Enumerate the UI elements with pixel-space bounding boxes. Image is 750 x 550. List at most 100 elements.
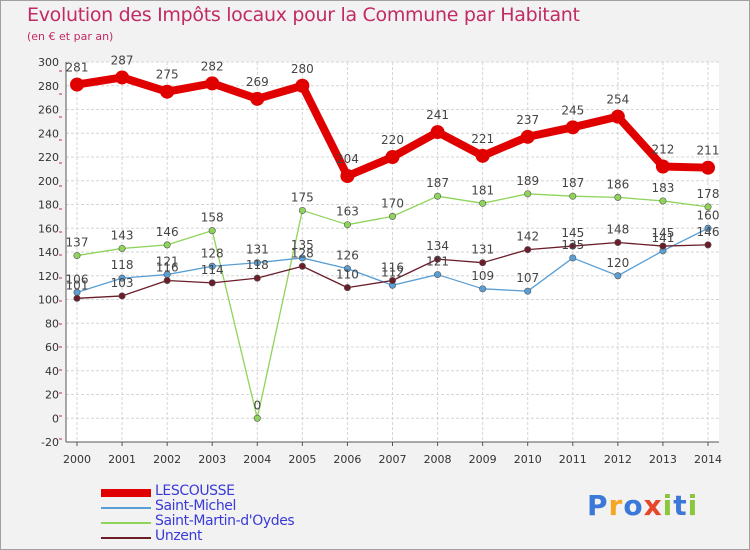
data-point [208, 279, 216, 287]
data-point [655, 159, 670, 174]
x-tick-label: 2004 [243, 453, 271, 466]
data-point [430, 125, 445, 140]
data-label: 280 [291, 62, 314, 76]
proxiti-logo: Proxiti [587, 489, 698, 522]
data-point [70, 77, 84, 92]
data-label: 116 [381, 261, 404, 275]
data-point [524, 190, 532, 198]
data-label: 148 [606, 223, 629, 237]
y-tick-label: 260 [38, 104, 59, 117]
x-tick-label: 2014 [694, 453, 722, 466]
data-point [479, 285, 487, 293]
data-label: 141 [651, 231, 674, 245]
x-tick-label: 2012 [604, 453, 632, 466]
data-label: 142 [516, 230, 539, 244]
data-point [298, 262, 306, 270]
data-point [614, 193, 622, 201]
data-label: 120 [606, 256, 629, 270]
data-point [298, 206, 306, 214]
data-label: 146 [697, 225, 720, 239]
data-point [569, 254, 577, 262]
data-point [569, 242, 577, 250]
data-label: 103 [111, 276, 134, 290]
data-point [208, 227, 216, 235]
chart-title: Evolution des Impôts locaux pour la Comm… [27, 4, 580, 26]
legend-label: Saint-Martin-d'Oydes [155, 513, 295, 529]
data-point [73, 294, 81, 302]
legend-swatch-saint-martin [101, 522, 151, 524]
data-label: 146 [156, 225, 179, 239]
legend-swatch-saint-michel [101, 507, 151, 509]
data-point [565, 120, 580, 135]
data-point [614, 272, 622, 280]
data-point [343, 265, 351, 273]
x-tick-label: 2011 [559, 453, 587, 466]
data-label: 275 [156, 68, 179, 82]
data-point [118, 292, 126, 300]
y-tick-label: 300 [38, 56, 59, 69]
data-label: 145 [651, 226, 674, 240]
y-tick-label: 60 [45, 341, 59, 354]
data-label: 204 [336, 152, 359, 166]
data-label: 189 [516, 174, 539, 188]
data-point [434, 271, 442, 279]
data-point [160, 84, 175, 99]
logo-letter: i [687, 489, 699, 522]
y-tick-label: 160 [38, 222, 59, 235]
data-point [343, 284, 351, 292]
data-label: 186 [606, 177, 629, 191]
data-label: 163 [336, 205, 359, 219]
data-point [253, 414, 261, 422]
chart-subtitle: (en € et par an) [27, 30, 114, 43]
data-point [208, 262, 216, 270]
x-tick-label: 2003 [198, 453, 226, 466]
x-tick-label: 2009 [469, 453, 497, 466]
logo-letter: P [587, 489, 609, 522]
data-label: 187 [426, 176, 449, 190]
data-label: 181 [471, 183, 494, 197]
legend-swatch-unzent [101, 537, 151, 539]
data-point [340, 169, 355, 183]
logo-letter: o [623, 489, 644, 522]
data-label: 187 [561, 176, 584, 190]
data-label: 178 [697, 187, 720, 201]
data-point [434, 192, 442, 200]
data-point [610, 109, 625, 124]
data-label: 128 [201, 246, 224, 260]
data-label: 245 [561, 103, 584, 117]
data-point [295, 78, 310, 93]
data-point [118, 274, 126, 282]
data-label: 158 [201, 211, 224, 225]
data-point [115, 70, 130, 85]
x-tick-label: 2000 [63, 453, 91, 466]
data-label: 287 [111, 53, 134, 67]
data-point [163, 241, 171, 249]
data-label: 282 [201, 59, 224, 73]
x-tick-label: 2007 [379, 453, 407, 466]
x-tick-label: 2008 [424, 453, 452, 466]
legend-label: Saint-Michel [155, 498, 237, 514]
data-label: 106 [66, 272, 89, 286]
data-label: 143 [111, 228, 134, 242]
data-point [434, 255, 442, 263]
data-point [701, 160, 715, 175]
data-label: 131 [471, 243, 494, 257]
data-label: 118 [111, 258, 134, 272]
data-point [253, 274, 261, 282]
data-label: 131 [246, 243, 269, 257]
data-label: 220 [381, 133, 404, 147]
data-point [118, 244, 126, 252]
data-label: 221 [471, 132, 494, 146]
data-point [250, 91, 265, 106]
x-tick-label: 2001 [108, 453, 136, 466]
data-label: 269 [246, 75, 269, 89]
data-label: 175 [291, 190, 314, 204]
data-label: 0 [253, 398, 261, 412]
grid [66, 61, 719, 443]
data-label: 237 [516, 113, 539, 127]
data-label: 241 [426, 108, 449, 122]
legend-label: Unzent [155, 528, 203, 544]
data-label: 121 [156, 255, 179, 269]
legend-label: LESCOUSSE [155, 483, 235, 499]
